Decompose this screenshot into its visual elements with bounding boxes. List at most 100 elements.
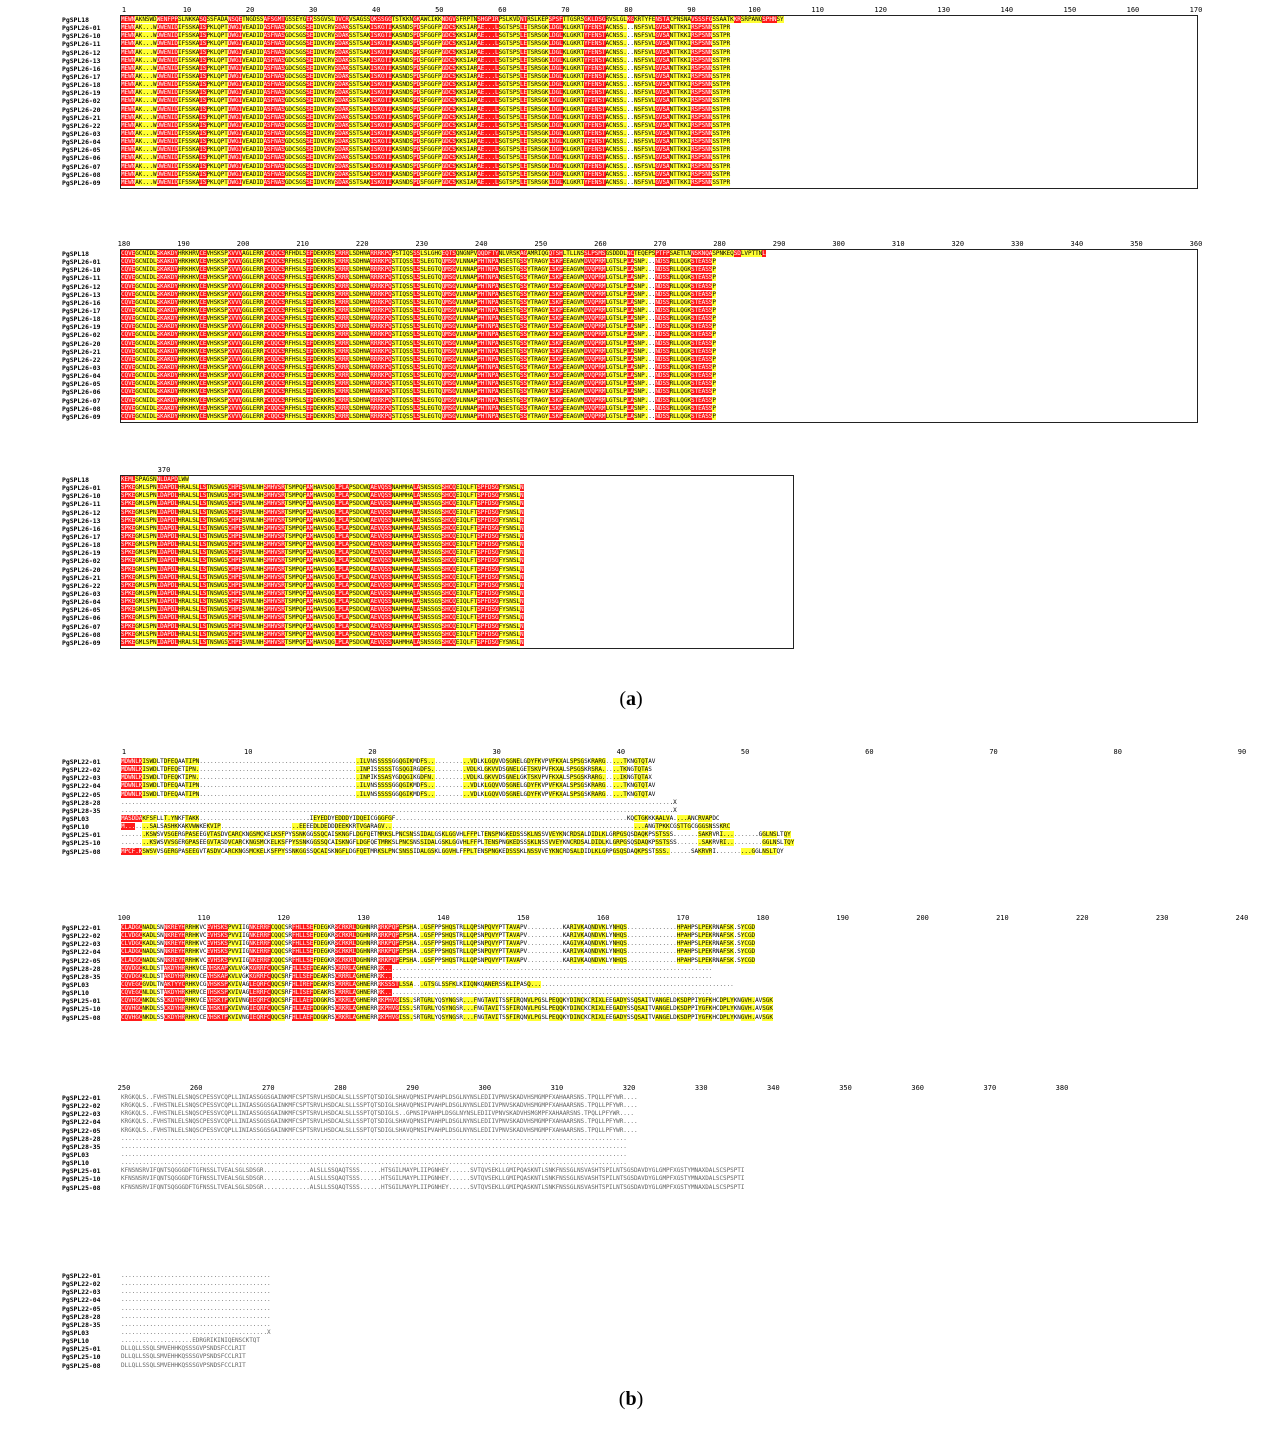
sequence: KFNSNSRVIFQNTSQGGGDFTGFNSSLTVEALSGLSDSGR… [121,1183,745,1191]
sequence: SPKEGMLSPNLDAPDLHRALSLLSTNSWGSCHPESVNLNH… [121,557,524,565]
alignment-row: PgSPL18 CQVEGCNIDLSKAKDYHRKHRVCEVHSKSPKVV… [62,250,1196,258]
sequence: SPKEGMLSPNLDAPDLHRALSLLSTNSWGSCHPESVNLNH… [121,492,524,500]
alignment-row: PgSPL22-02 CLVDGCKADLSNNKREYHRRHKVCEVHSKS… [62,932,1242,940]
ruler: 1 10 20 30 40 50 60 70 80 90 [62,746,1246,758]
sequence: MEWNAK...WDWENIDIFSSKAISPKLQPTDWGIVEADID… [121,56,731,64]
alignment-row: PgSPL22-03 KRGKQLS..FVHSTNLELSNQSCPESSVCQ… [62,1110,1242,1118]
sequence: MDWNLKISWDLTDFEQAATIPN..................… [121,790,656,798]
sequence-label: PgSPL28-35 [62,1142,101,1151]
alignment-row: PgSPL26-12 MEWNAK...WDWENIDIFSSKAISPKLQPT… [62,48,1196,57]
sequence: MEWNAK...WDWENIDIFSSKAISPKLQPTDWGIVEADID… [121,97,731,105]
sequence: CLVDGCKADLSNNKREYHRRHKVCEVHSKSPVVIIGNKER… [121,940,756,948]
ruler: 1 10 20 30 40 50 60 70 80 90 100 110 120 130 140 150 160… [62,4,1202,16]
sequence: CQVEGCNIDLSKAKDYHRKHRVCEVHSKSPKVVVAGLERR… [121,250,766,257]
ruler-tick-label: 190 [836,914,850,922]
sequence-label: PgSPL28-35 [62,972,101,981]
alignment-row: PgSPL18 KEMLSPAGSNNLDAPDLWW [62,476,792,484]
alignment-row: PgSPL26-04 CQVEGCNIDLSKAKDYHRKHKVCEVHSKSP… [62,372,1196,380]
sequence-label: PgSPL22-02 [62,766,101,775]
alignment-row: PgSPL28-28 CQVDGCKLDLSTAKDYHRRHKVCEVHSKAP… [62,964,1242,973]
sequence-label: PgSPL26-02 [62,97,101,106]
alignment-row: PgSPL22-05 CLADGCNADLSNNKREYHRRHKVCEVHSKS… [62,956,1242,965]
alignment-row: PgSPL26-01 CQVEGCNIDLSKAKDYHRKHKVCEVHSKSP… [62,258,1196,266]
alignment-row: PgSPL26-17 CQVEGCNIDLSKAKDYHRKHKVCEVHSKSP… [62,306,1196,315]
alignment-row: PgSPL22-03 CLVDGCKADLSNNKREYHRRHKVCEVHSKS… [62,940,1242,948]
alignment-row: PgSPL26-17 MEWNAK...WDWENIDIFSSKAISPKLQPT… [62,72,1196,81]
sequence: DLLQLLSSQLSMVEHHKQSSSGVPSNDSFCCLRIT [121,1361,246,1369]
sequence-label: PgSPL26-12 [62,282,101,291]
sequence: ........................................… [121,1150,627,1158]
alignment-row: PgSPL26-03 MEWNAK...WDWENIDIFSSKAISPKLQPT… [62,129,1196,138]
sequence-label: PgSPL26-03 [62,129,101,138]
sequence-label: PgSPL26-05 [62,146,101,155]
alignment-row: PgSPL26-18 SPKEGMLSPNLDAPDLHRALSLLSTNSWGS… [62,541,792,549]
ruler-tick-label: 1 [121,748,127,756]
sequence: MEWNAK...WDWENIDIFSSKAISPKLQPTDWGIVEADID… [121,146,731,154]
sequence-label: PgSPL25-08 [62,1013,101,1022]
sequence: SPKEGMLSPNLDAPDLHRALSLLSTNSWGSCHPESVNLNH… [121,581,524,589]
sequence-label: PgSPL18 [62,250,89,258]
ruler-tick-label: 270 [653,240,667,248]
alignment-row: PgSPL26-11 MEWNAK...WDWENIDIFSSKAISPKLQPT… [62,40,1196,48]
sequence: MEWNAK...WDWENIDIFSSKAISPKLQPTDWGIVEADID… [121,138,731,146]
sequence: MDWNLKISWDLTDFEQETIPN...................… [121,766,652,774]
ruler-tick-label: 350 [839,1084,852,1092]
sequence-label: PgSPL28-28 [62,1312,101,1321]
ruler: 370 [62,464,792,476]
sequence: DLLQLLSSQLSMVEHHKQSSSGVPSNDSFCCLRIT [121,1353,246,1361]
caption-b: (b) [618,1388,644,1410]
sequence-label: PgSPL26-13 [62,56,101,65]
sequence-label: PgSPL28-28 [62,1134,101,1143]
sequence-label: PgSPL25-08 [62,847,101,856]
alignment-row: PgSPL26-05 CQVEGCNIDLSKAKDYHRKHKVCEVHSKSP… [62,380,1196,388]
alignment-row: PgSPL26-16 MEWNAK...WDWENIDIFSSKAISPKLQPT… [62,64,1196,73]
ruler-tick-label: 250 [534,240,548,248]
sequence-label: PgSPL26-06 [62,388,101,397]
sequence: KRGKQLS..FVHSTNLELSNQSCPESSVCQPLLINIASSG… [121,1094,638,1101]
ruler: 250 260 270 280 290 300 310 320 330 340 350 360 370 3… [62,1082,1242,1094]
alignment-row: PgSPL26-02 CQVEGCNIDLSKAKDYHRKHKVCEVHSKSP… [62,331,1196,339]
ruler-tick-label: 240 [475,240,488,248]
sequence: CQVHGCNKDLSSCKDYHRRHKVCEVHSKTPKVIVNGIEQR… [121,1005,773,1013]
sequence-label: PgSPL26-20 [62,339,101,348]
ruler-tick-label: 360 [1189,240,1203,248]
alignment-row: PgSPL22-02 KRGKQLS..FVHSTNLELSNQSCPESSVCQ… [62,1102,1242,1110]
alignment-row: PgSPL26-09 SPKEGMLSPNLDAPDLHRALSLLSTNSWGS… [62,638,792,647]
sequence: MEWNAK...WDWENIDIFSSKAISPKLQPTDWGIVEADID… [121,113,731,121]
alignment-row: PgSPL25-10 CQVHGCNKDLSSCKDYHRRHKVCEVHSKTP… [62,1005,1242,1013]
sequence-label: PgSPL26-09 [62,178,101,187]
sequence-label: PgSPL26-11 [62,274,101,283]
ruler-tick-label: 290 [406,1084,419,1092]
alignment-row: PgSPL22-05 MDWNLKISWDLTDFEQAATIPN........… [62,790,1242,799]
ruler-tick-label: 90 [687,6,696,14]
alignment-row: PgSPL26-13 SPKEGMLSPNLDAPDLHRALSLLSTNSWGS… [62,516,792,525]
sequence-label: PgSPL26-04 [62,372,101,381]
panel-b-block-3: 250 260 270 280 290 300 310 320 330 340 350 360 370 3… [62,1082,1242,1192]
sequence-label: PgSPL26-17 [62,306,101,315]
sequence-label: PgSPL26-18 [62,541,101,550]
sequence-label: PgSPL03 [62,980,89,989]
ruler-tick-label: 240 [1235,914,1249,922]
sequence: CLADGCNADLSNNKREYHRRHKVCEVHSKSPVVIIGNKER… [121,948,756,956]
sequence-label: PgSPL25-10 [62,1353,101,1362]
sequence-label: PgSPL26-13 [62,516,101,525]
ruler-tick-label: 310 [550,1084,564,1092]
sequence-label: PgSPL22-04 [62,1296,101,1305]
alignment-row: PgSPL25-08 CQVHGCNKDLSSCKDYHRRHKVCEVHSKTP… [62,1013,1242,1022]
sequence: CQVEGCNIDLSKAKDYHRKHKVCEVHSKSPKVVVGGLERR… [121,331,716,339]
alignment-row: PgSPL26-02 SPKEGMLSPNLDAPDLHRALSLLSTNSWGS… [62,557,792,565]
sequence: ........................................… [121,1304,271,1312]
alignment-row: PgSPL22-04..............................… [62,1296,362,1304]
alignment-row: PgSPL26-19 CQVEGCNIDLSKAKDYHRKHKVCEVHSKSP… [62,323,1196,331]
sequence-label: PgSPL26-16 [62,298,101,307]
ruler-tick-label: 30 [492,748,501,756]
sequence-label: PgSPL22-03 [62,1110,101,1119]
sequence-label: PgSPL26-01 [62,484,101,493]
ruler-tick-label: 330 [1011,240,1024,248]
ruler-tick-label: 280 [334,1084,347,1092]
sequence-label: PgSPL26-05 [62,380,101,389]
alignment-row: PgSPL28-35 CQVDGCKLDLSTAKDYHRRHKVCEVHSKAP… [62,972,1242,981]
sequence-label: PgSPL26-08 [62,170,101,179]
sequence: ........................................… [121,1134,627,1142]
sequence: ........................................… [121,1320,271,1328]
